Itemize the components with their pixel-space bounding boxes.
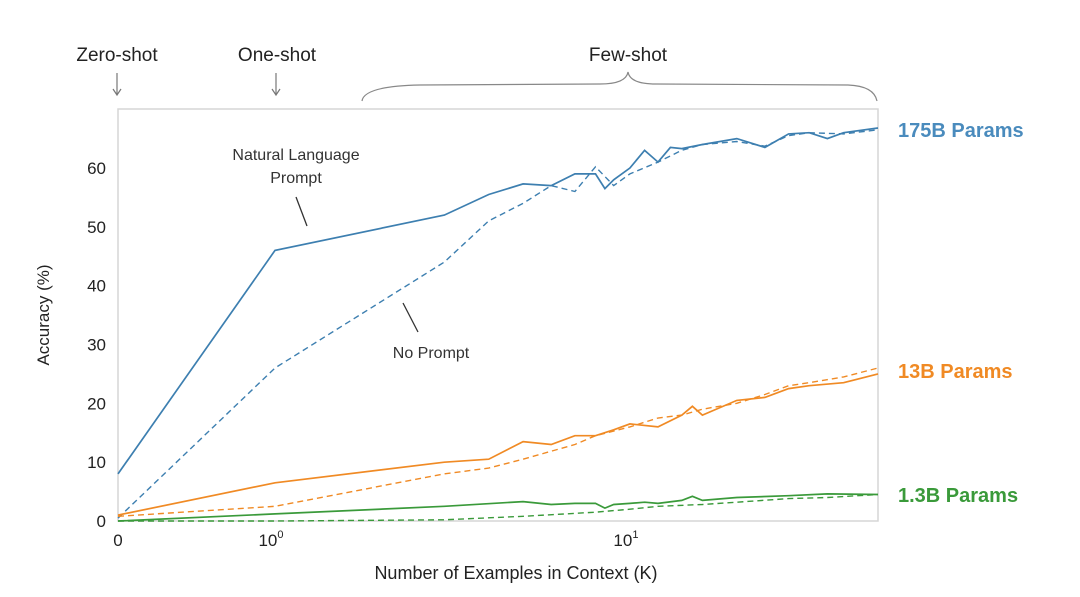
series-layer [117, 127, 879, 522]
group-label-13b: 13B Params [898, 361, 1013, 383]
annotation-natural-language-prompt-line2: Prompt [270, 170, 322, 187]
annotation-natural-language-prompt: Natural Language [232, 147, 359, 164]
x-axis-label: Number of Examples in Context (K) [374, 563, 657, 583]
x-tick-label: 101 [613, 529, 638, 550]
series-line-2-solid [117, 493, 879, 522]
few-shot-brace [361, 71, 878, 102]
y-tick-label: 60 [87, 159, 106, 178]
x-tick-label: 100 [258, 529, 283, 550]
series-line-1-solid [117, 373, 879, 516]
annotation-no-prompt: No Prompt [393, 345, 470, 362]
y-tick-label: 30 [87, 336, 106, 355]
series-line-0-solid [117, 127, 879, 475]
region-label-zero-shot: Zero-shot [76, 45, 158, 66]
region-label-one-shot: One-shot [238, 45, 317, 66]
plot-frame [117, 108, 879, 522]
series-line-2-dashed [118, 493, 879, 522]
y-tick-label: 10 [87, 453, 106, 472]
group-label-175b: 175B Params [898, 120, 1024, 142]
one-shot-arrow-icon [271, 73, 281, 97]
region-label-few-shot: Few-shot [589, 45, 668, 66]
annotation-pointer [295, 196, 308, 227]
y-tick-label: 50 [87, 218, 106, 237]
annotation-pointer [402, 302, 419, 333]
y-axis-label: Accuracy (%) [34, 264, 53, 365]
y-tick-label: 20 [87, 394, 106, 413]
group-label-1-3b: 1.3B Params [898, 485, 1018, 507]
axes: 0 10 20 30 40 50 60 0 100 101 [87, 159, 638, 550]
zero-shot-arrow-icon [112, 73, 122, 97]
y-tick-label: 0 [97, 512, 106, 531]
y-tick-label: 40 [87, 277, 106, 296]
series-line-0-dashed [117, 129, 879, 519]
series-line-1-dashed [117, 367, 879, 517]
x-tick-label: 0 [113, 531, 122, 550]
